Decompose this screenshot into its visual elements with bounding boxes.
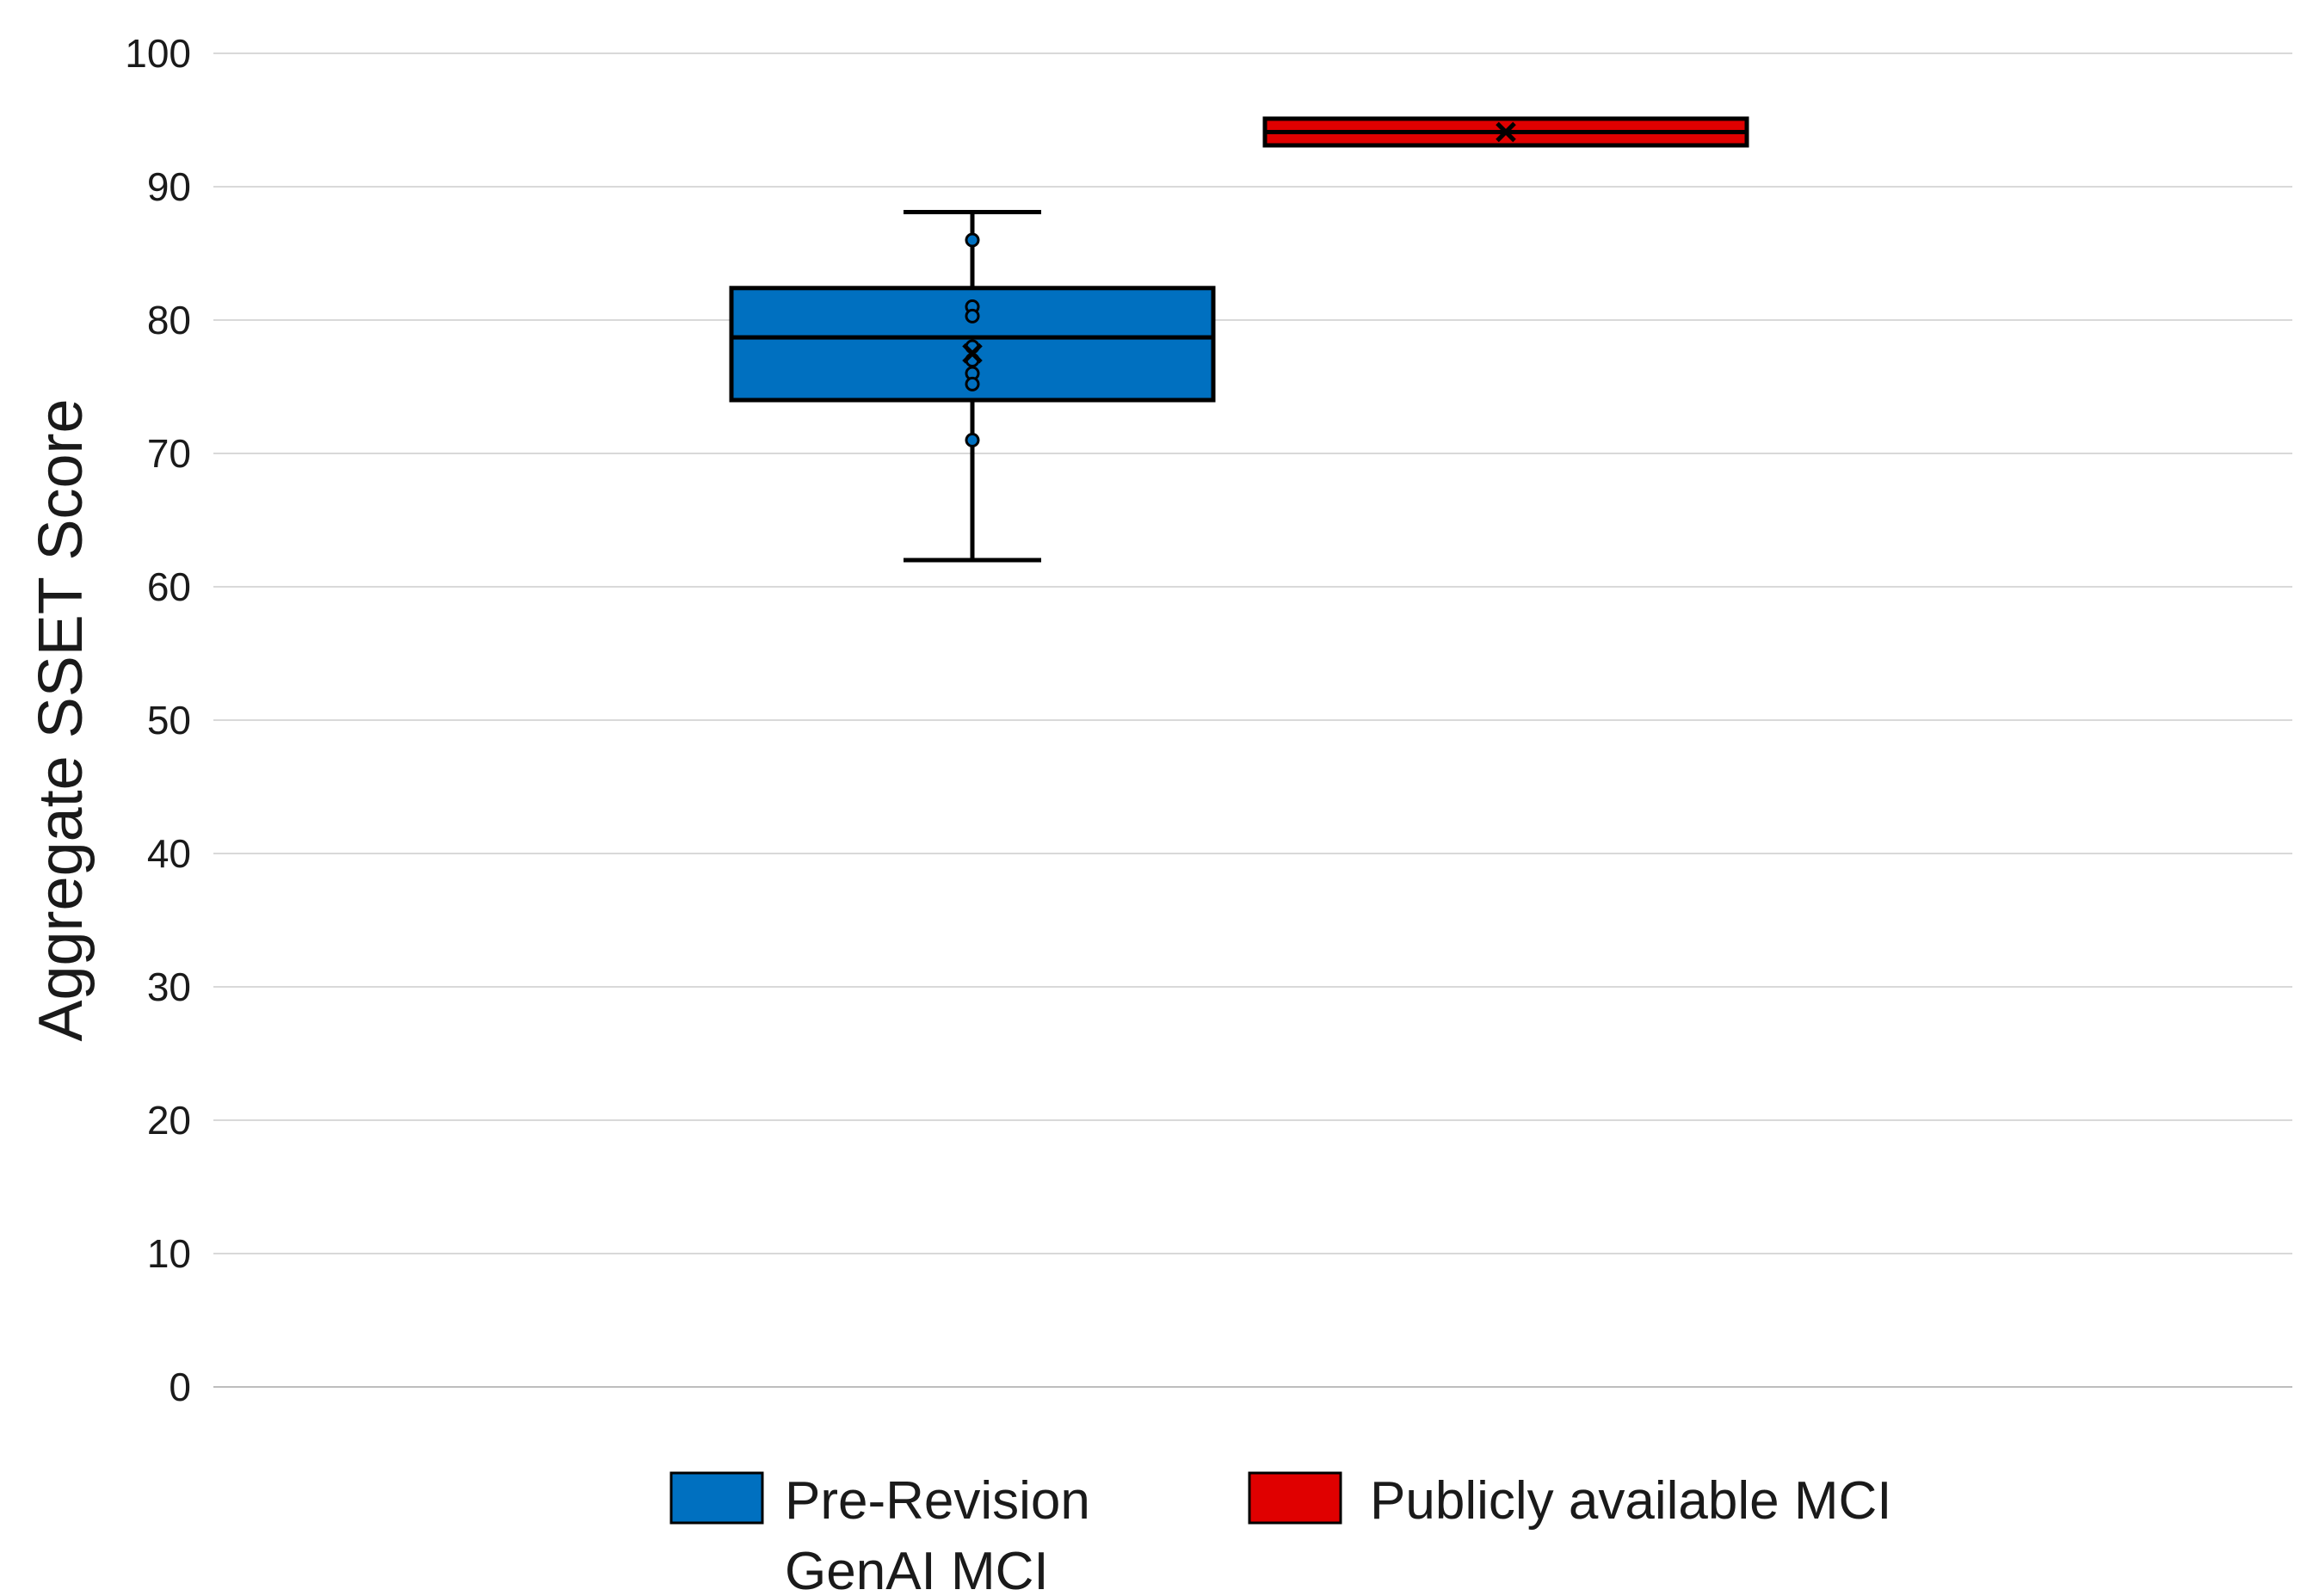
legend-label: Publicly available MCI [1370,1471,1891,1531]
mean-marker [1496,121,1516,143]
y-axis-label: Aggregate SSET Score [27,398,96,1041]
y-tick-label: 60 [147,564,191,609]
legend-swatch [669,1471,764,1525]
y-tick-label: 80 [147,298,191,342]
data-point [965,376,980,391]
data-point [965,433,980,447]
y-tick-label: 50 [147,698,191,743]
legend-label: GenAI MCI [785,1542,1049,1596]
y-tick-label: 90 [147,164,191,209]
mean-marker-stroke-b [1496,121,1516,143]
box-pre-revision-genai-mci [729,209,1216,563]
data-point [965,232,980,248]
grid-lines [213,52,2292,1388]
y-tick-label: 20 [147,1098,191,1143]
legend-item-publicly-available-mci: Publicly available MCI [1248,1471,1891,1531]
y-tick-label: 100 [125,31,191,76]
mean-marker [962,342,983,364]
box-publicly-available-mci [1262,116,1749,148]
boxes [729,116,1749,563]
legend: Pre-Revision GenAI MCI Publicly available … [669,1471,1891,1596]
legend-swatch [1248,1471,1342,1525]
legend-item-pre-revision-genai-mci: Pre-Revision GenAI MCI [669,1471,1090,1596]
y-tick-label: 10 [147,1231,191,1276]
legend-label: Pre-Revision [785,1471,1090,1531]
y-tick-label: 30 [147,964,191,1009]
y-axis-ticks: 0 10 20 30 40 50 60 70 80 90 100 [125,31,191,1409]
y-tick-label: 70 [147,431,191,476]
y-tick-label: 40 [147,831,191,876]
y-tick-label: 0 [169,1365,191,1409]
data-point [965,308,980,324]
mean-marker-stroke-b [962,342,983,364]
